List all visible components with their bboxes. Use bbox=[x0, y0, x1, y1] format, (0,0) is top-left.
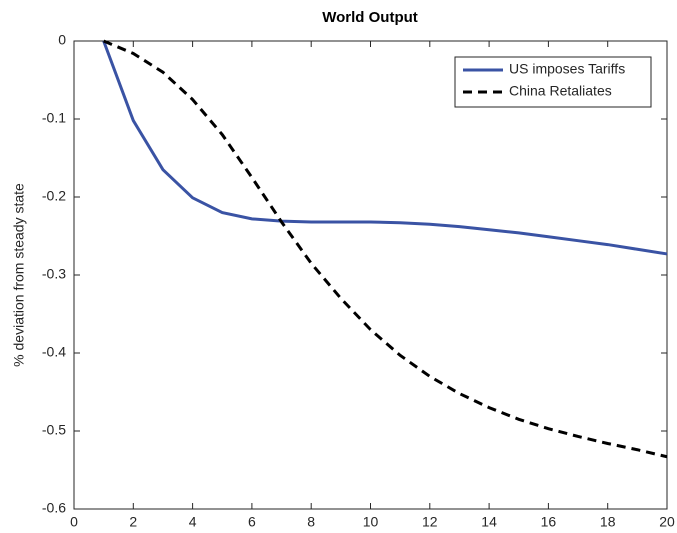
legend-box bbox=[454, 56, 652, 108]
y-tick-label: 0 bbox=[58, 32, 66, 48]
x-tick-label: 16 bbox=[541, 514, 557, 530]
x-tick-label: 18 bbox=[600, 514, 616, 530]
x-tick-label: 6 bbox=[248, 514, 256, 530]
y-tick-label: -0.6 bbox=[42, 500, 66, 516]
x-tick-label: 12 bbox=[422, 514, 438, 530]
y-axis-label: % deviation from steady state bbox=[11, 183, 27, 367]
x-tick-label: 0 bbox=[70, 514, 78, 530]
y-tick-label: -0.1 bbox=[42, 110, 66, 126]
series-line bbox=[103, 39, 668, 459]
x-tick-label: 8 bbox=[307, 514, 315, 530]
x-tick-label: 4 bbox=[189, 514, 197, 530]
x-tick-label: 10 bbox=[363, 514, 379, 530]
y-tick-label: -0.3 bbox=[42, 266, 66, 282]
y-tick-label: -0.2 bbox=[42, 188, 66, 204]
legend-label: China Retaliates bbox=[509, 83, 612, 99]
y-tick-label: -0.5 bbox=[42, 422, 66, 438]
series-line bbox=[102, 40, 668, 256]
legend-label: US imposes Tariffs bbox=[509, 61, 625, 77]
x-tick-label: 20 bbox=[659, 514, 675, 530]
y-tick-label: -0.4 bbox=[42, 344, 66, 360]
chart-title: World Output bbox=[322, 9, 418, 26]
x-tick-label: 2 bbox=[129, 514, 137, 530]
plot-area bbox=[73, 40, 668, 510]
x-tick-label: 14 bbox=[481, 514, 497, 530]
